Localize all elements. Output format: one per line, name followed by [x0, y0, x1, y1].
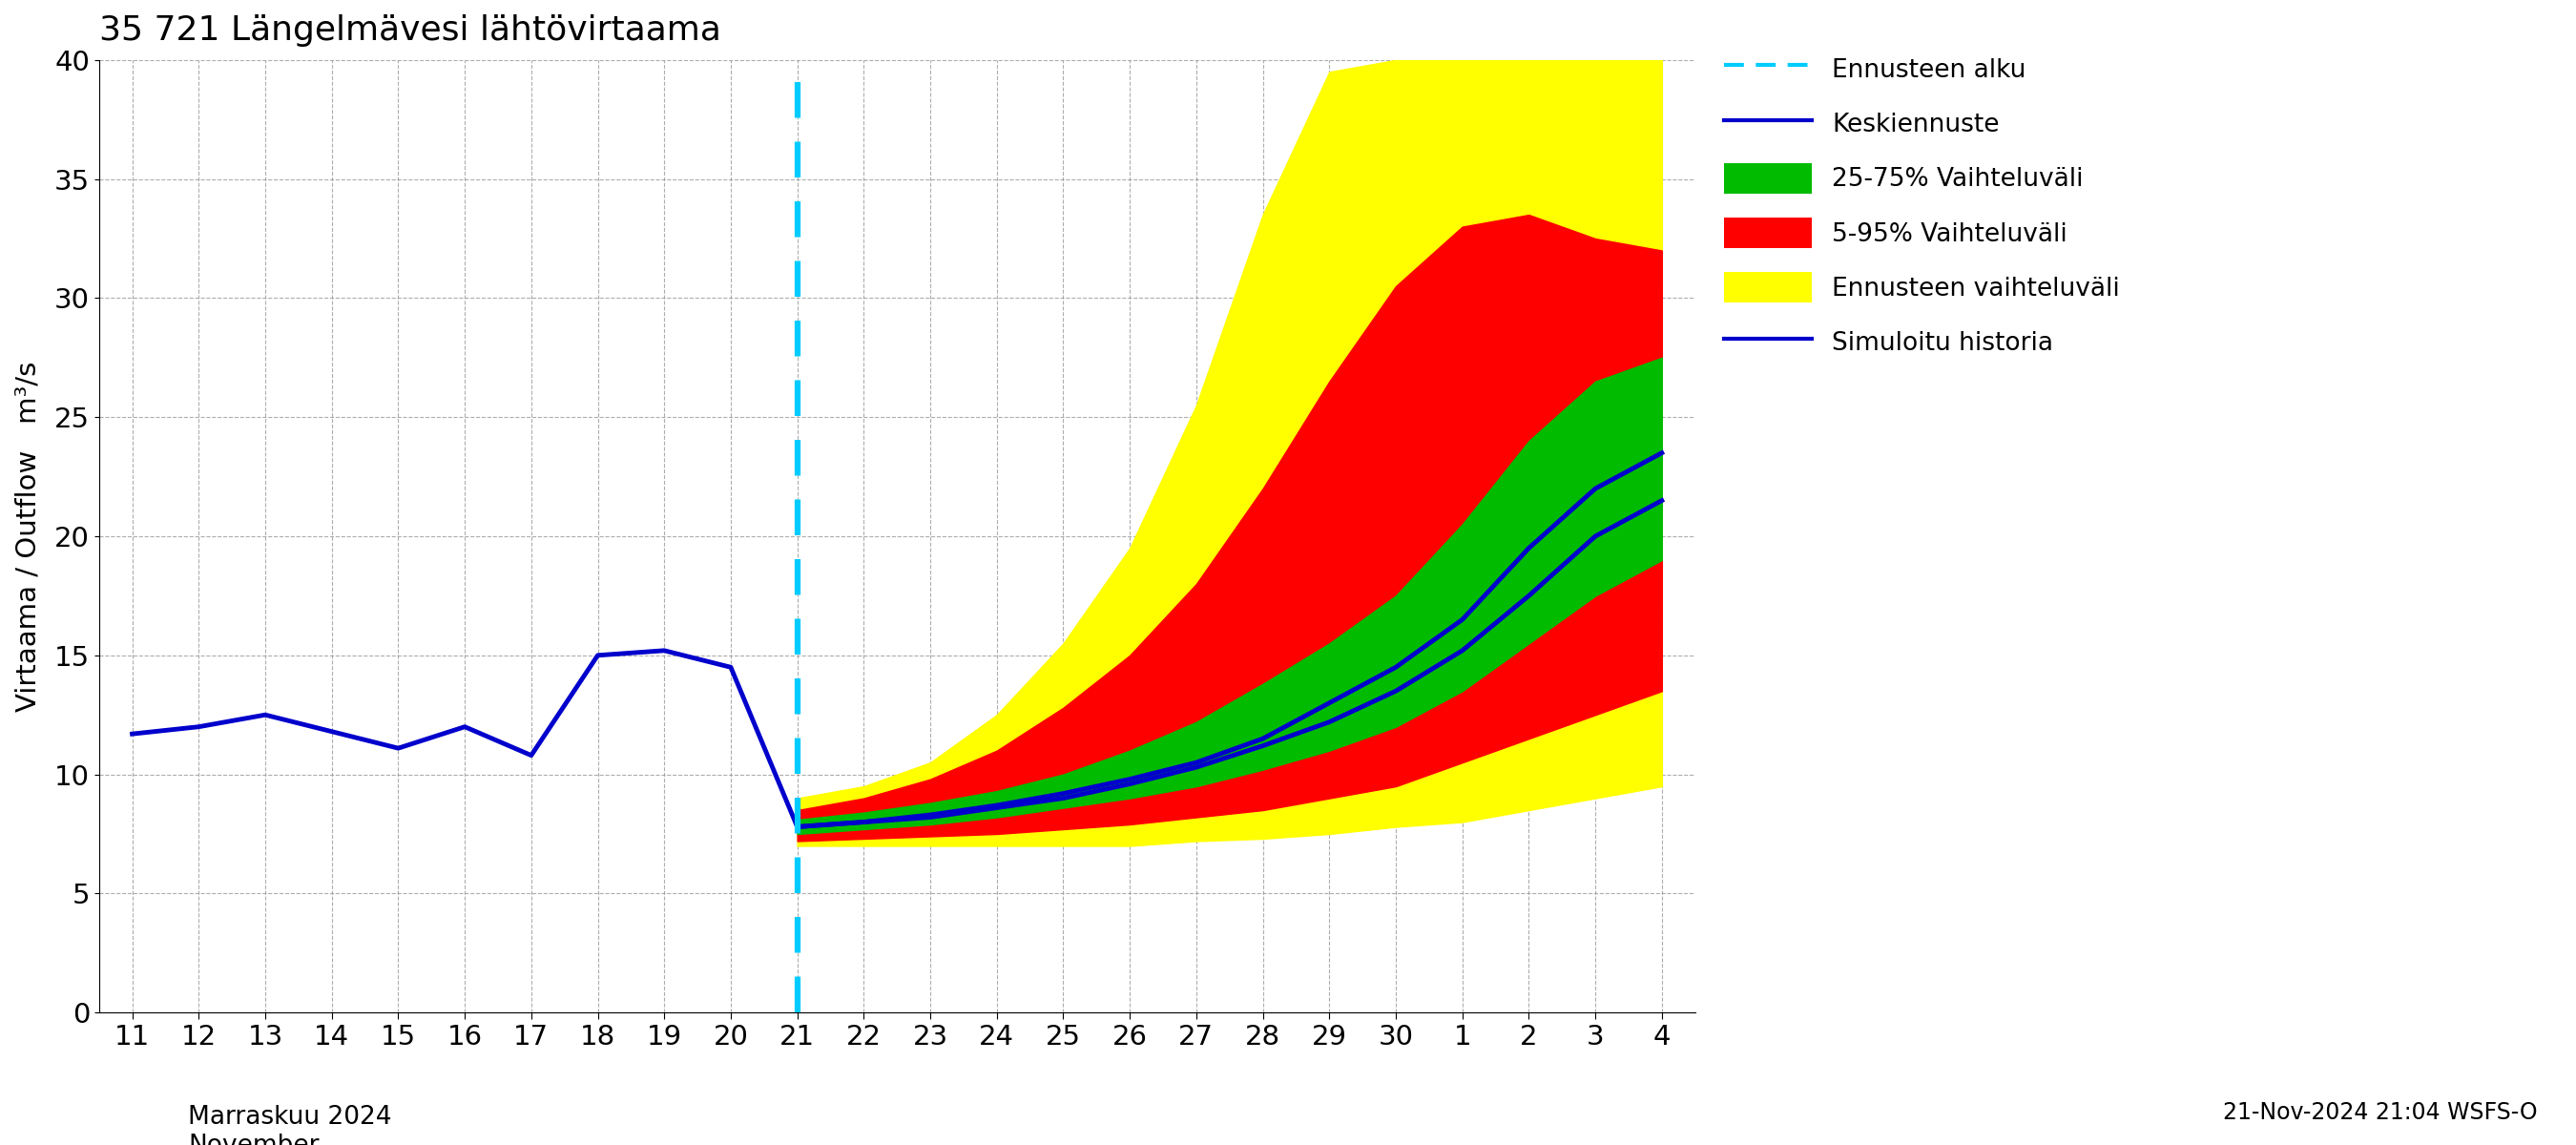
Text: Marraskuu 2024
November: Marraskuu 2024 November: [188, 1105, 392, 1145]
Y-axis label: Virtaama / Outflow   m³/s: Virtaama / Outflow m³/s: [15, 361, 41, 711]
Text: 35 721 Längelmävesi lähtövirtaama: 35 721 Längelmävesi lähtövirtaama: [98, 14, 721, 47]
Legend: Ennusteen alku, Keskiennuste, 25-75% Vaihteluväli, 5-95% Vaihteluväli, Ennusteen: Ennusteen alku, Keskiennuste, 25-75% Vai…: [1723, 54, 2120, 357]
Text: 21-Nov-2024 21:04 WSFS-O: 21-Nov-2024 21:04 WSFS-O: [2223, 1101, 2537, 1124]
